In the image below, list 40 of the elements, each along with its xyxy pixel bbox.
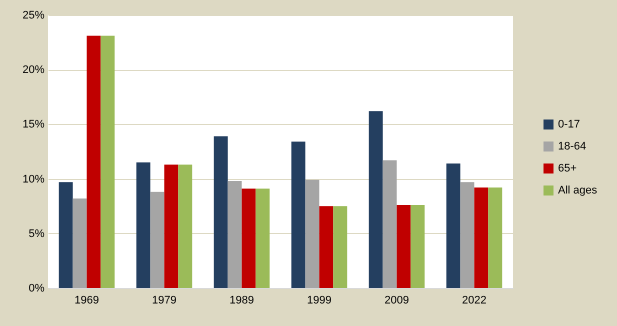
bar [150,192,164,288]
x-tick-label: 1999 [307,294,332,306]
legend-label: 65+ [558,162,577,174]
bar [488,188,502,288]
bar [368,111,383,288]
bar [214,136,228,288]
x-tick-label: 2009 [384,294,409,306]
bar [256,188,270,288]
bar [100,36,115,288]
x-tick-label: 1989 [230,294,254,306]
bar [242,188,256,288]
y-tick-label: 10% [22,173,45,186]
y-tick-label: 25% [22,10,45,22]
bar [396,205,411,288]
x-tick-label: 1979 [152,294,176,306]
bar [474,188,488,288]
y-tick-label: 15% [22,118,45,131]
legend-label: All ages [558,184,598,196]
legend-label: 18-64 [558,140,586,152]
bar [164,164,178,288]
bar [228,180,242,288]
bar [305,180,320,288]
x-tick-label: 1969 [74,294,99,306]
y-tick-label: 5% [28,228,45,240]
y-tick-label: 20% [22,64,45,76]
bar [319,206,334,288]
bar [460,182,474,288]
bar [178,164,192,288]
bar [136,162,150,288]
bar [72,198,87,288]
x-tick-label: 2022 [462,294,486,306]
bar [382,160,397,288]
bar [446,164,460,288]
bar [58,182,73,288]
bar [291,142,306,288]
y-tick-label: 0% [28,282,45,294]
bar [86,36,101,288]
bar [333,206,348,288]
legend-label: 0-17 [558,118,580,130]
bar [410,205,425,288]
